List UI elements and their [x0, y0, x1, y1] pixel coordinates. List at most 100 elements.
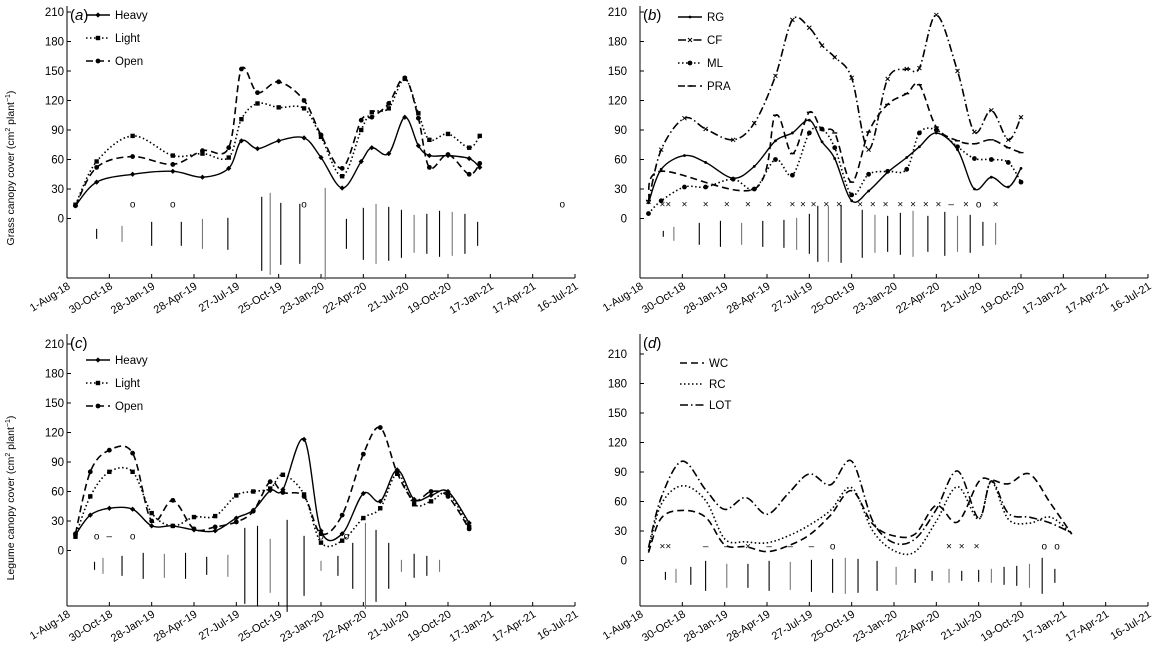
data-point-cf [832, 54, 838, 60]
data-point-ml [773, 157, 778, 162]
significance-marker: – [766, 542, 772, 553]
legend-label: WC [709, 358, 728, 370]
panel-d: (d)21018015012090603001-Aug-1830-Oct-182… [601, 334, 1154, 645]
data-point-light [416, 111, 421, 116]
data-point-rg [683, 154, 686, 157]
data-point-ml [904, 166, 910, 172]
data-point-open [445, 494, 451, 499]
significance-marker: o [170, 200, 176, 211]
data-point-heavy [238, 138, 245, 144]
x-tick-label: 23-Jan-20 [851, 280, 899, 316]
significance-marker: × [974, 542, 980, 553]
data-point-cf [730, 137, 736, 143]
data-point-open [318, 531, 324, 537]
ylabel-grass: Grass canopy cover (cm2 plant−1) [5, 91, 17, 246]
data-point-open [212, 524, 218, 530]
panel-label-close: ) [656, 7, 661, 24]
legend-label: Heavy [115, 10, 148, 22]
data-point-open [170, 162, 176, 167]
series-line-wc [647, 472, 1073, 553]
x-tick-label: 17-Apr-21 [490, 608, 538, 644]
x-tick-label: 28-Apr-19 [152, 608, 200, 644]
data-point-open [267, 479, 273, 485]
data-point-open [386, 101, 392, 106]
significance-marker: o [830, 542, 836, 553]
data-point-heavy [301, 135, 307, 141]
data-point-heavy [428, 492, 434, 499]
data-point-heavy [226, 165, 232, 171]
significance-marker: o [94, 532, 100, 543]
data-point-ml [917, 130, 922, 136]
data-point-heavy [212, 528, 218, 534]
panel-label-open: ( [643, 7, 648, 24]
data-point-heavy [358, 158, 364, 165]
data-point-heavy [477, 164, 483, 170]
data-point-heavy [466, 155, 472, 162]
data-point-light [369, 110, 374, 115]
data-point-light [276, 105, 281, 110]
data-point-light [170, 523, 176, 529]
series-wc [647, 472, 1073, 553]
y-tick-label: 30 [51, 184, 64, 196]
significance-marker: × [910, 200, 916, 211]
data-point-open [318, 132, 324, 138]
data-point-heavy [130, 506, 136, 512]
data-point-open [394, 470, 400, 476]
data-point-ml [658, 198, 664, 204]
significance-marker: × [897, 200, 903, 211]
panel-label-open: ( [70, 7, 75, 24]
legend-label: RG [707, 12, 724, 24]
data-point-open [339, 512, 345, 518]
x-tick-label: 17-Apr-21 [1063, 608, 1111, 644]
data-point-rg [704, 161, 708, 164]
x-tick-label: 27-Jul-19 [770, 608, 815, 642]
data-point-open [191, 526, 197, 532]
data-point-heavy [339, 531, 345, 537]
data-point-light [318, 540, 324, 545]
data-point-light [73, 534, 78, 539]
series-line-open [74, 66, 481, 207]
data-point-heavy [402, 114, 408, 120]
x-tick-label: 17-Jan-21 [448, 280, 496, 316]
y-tick-label: 30 [614, 526, 627, 538]
significance-marker: × [811, 200, 817, 211]
x-tick-label: 25-Oct-19 [809, 608, 857, 644]
panel-a: (a)21018015012090603001-Aug-1830-Oct-182… [28, 6, 581, 317]
data-point-cf [885, 76, 891, 82]
data-point-rg [752, 164, 756, 168]
data-point-light [280, 472, 286, 477]
data-point-open [477, 161, 483, 166]
panel-label-letter: d [648, 335, 657, 352]
data-point-ml [646, 211, 651, 216]
data-point-light [107, 469, 112, 475]
legend-label: LOT [709, 400, 731, 412]
significance-marker: × [836, 200, 842, 211]
series-rg [647, 118, 1023, 205]
data-point-rg [833, 157, 837, 160]
panel-label-letter: c [75, 335, 83, 352]
data-point-heavy [466, 520, 472, 526]
data-point-heavy [377, 498, 383, 504]
data-point-cf [703, 126, 708, 132]
y-tick-label: 60 [51, 487, 64, 499]
x-tick-label: 30-Oct-18 [67, 280, 115, 316]
x-tick-label: 30-Oct-18 [640, 608, 688, 644]
data-point-open [170, 497, 176, 503]
x-tick-label: 22-Apr-20 [894, 608, 942, 644]
data-point-light [226, 155, 231, 160]
x-tick-label: 23-Jan-20 [278, 280, 326, 316]
x-tick-label: 21-Jul-20 [939, 608, 984, 642]
significance-marker: × [745, 542, 751, 553]
x-tick-label: 28-Jan-19 [682, 608, 730, 644]
significance-marker: × [963, 200, 969, 211]
x-tick-label: 19-Oct-20 [979, 608, 1027, 644]
data-point-light [88, 494, 93, 499]
data-point-heavy [254, 146, 261, 152]
y-tick-label: 210 [45, 339, 64, 351]
data-point-open [106, 447, 112, 453]
x-tick-label: 22-Apr-20 [321, 280, 369, 316]
series-pra [645, 82, 1024, 202]
data-point-light [411, 502, 417, 507]
y-tick-label: 0 [58, 214, 64, 226]
x-tick-label: 28-Jan-19 [682, 280, 730, 316]
